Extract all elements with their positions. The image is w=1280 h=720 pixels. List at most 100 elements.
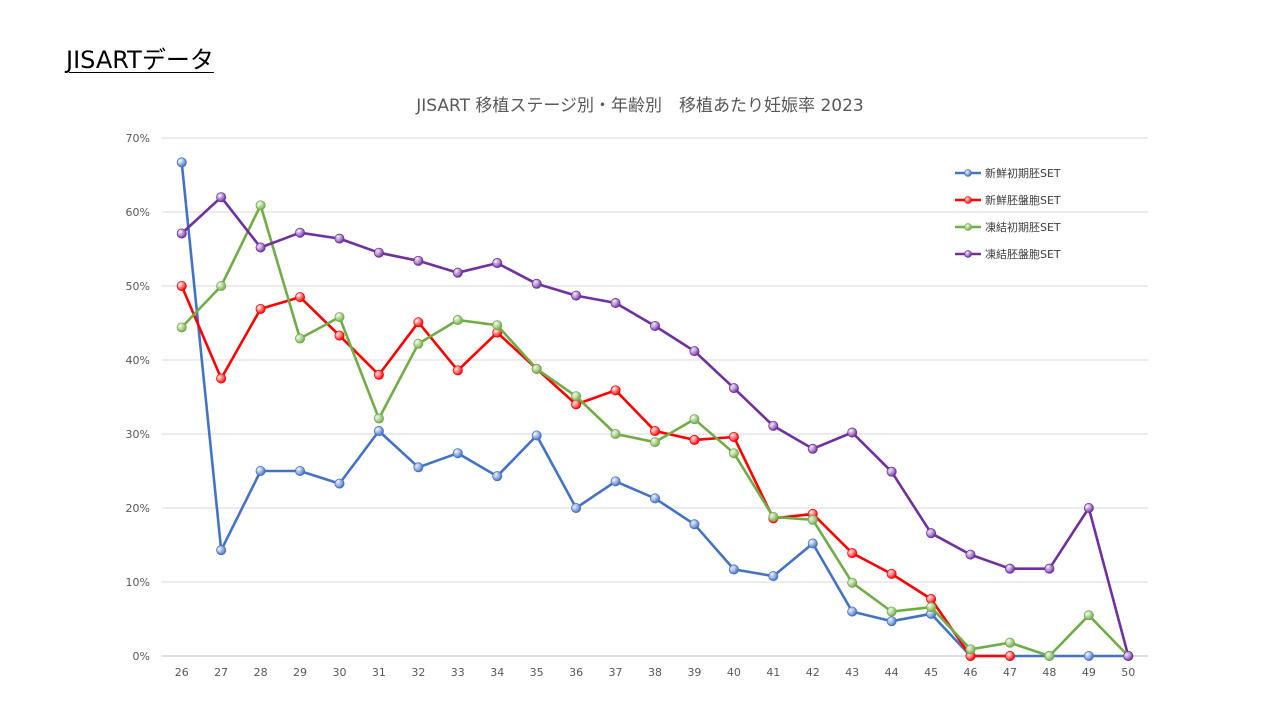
data-point	[689, 434, 700, 445]
data-point	[926, 602, 937, 613]
x-tick-label: 32	[411, 666, 425, 679]
x-axis-ticks: 26 27 28 29 30 31 32 33 34 35 36 37 38 39 40 41 42 43 44 45…	[175, 666, 1136, 679]
x-tick-label: 39	[687, 666, 701, 679]
x-tick-label: 48	[1042, 666, 1056, 679]
legend-swatch-marker	[964, 196, 972, 204]
data-point	[728, 431, 739, 442]
legend: 新鮮初期胚SET 新鮮胚盤胞SET 凍結初期胚SET 凍結胚盤胞SET	[955, 166, 1061, 261]
x-tick-label: 45	[924, 666, 938, 679]
data-point	[176, 280, 187, 291]
data-point	[689, 346, 700, 357]
x-tick-label: 47	[1003, 666, 1017, 679]
data-point	[334, 312, 345, 323]
legend-swatch-marker	[964, 250, 972, 258]
data-point	[886, 568, 897, 579]
data-point	[1004, 651, 1015, 662]
x-tick-label: 26	[175, 666, 189, 679]
data-point	[255, 465, 266, 476]
data-point	[255, 242, 266, 253]
y-tick-label: 20%	[126, 502, 150, 515]
data-point	[1083, 651, 1094, 662]
data-point	[531, 363, 542, 374]
data-point	[531, 430, 542, 441]
y-tick-label: 50%	[126, 280, 150, 293]
data-point	[610, 476, 621, 487]
data-point	[492, 320, 503, 331]
data-point	[650, 320, 661, 331]
data-point	[1004, 563, 1015, 574]
data-point	[1123, 651, 1134, 662]
data-point	[610, 428, 621, 439]
x-tick-label: 31	[372, 666, 386, 679]
data-point	[768, 420, 779, 431]
data-point	[295, 333, 306, 344]
data-point	[176, 322, 187, 333]
data-point	[373, 413, 384, 424]
data-point	[571, 391, 582, 402]
x-tick-label: 27	[214, 666, 228, 679]
data-point	[650, 426, 661, 437]
data-point	[295, 465, 306, 476]
data-point	[452, 315, 463, 326]
data-point	[216, 545, 227, 556]
data-point	[689, 519, 700, 530]
series-line	[180, 284, 1012, 658]
y-tick-label: 60%	[126, 206, 150, 219]
legend-item: 新鮮初期胚SET	[955, 166, 1061, 180]
data-point	[255, 200, 266, 211]
x-tick-label: 49	[1082, 666, 1096, 679]
data-point	[1044, 651, 1055, 662]
x-tick-label: 40	[727, 666, 741, 679]
x-tick-label: 42	[806, 666, 820, 679]
data-point	[373, 426, 384, 437]
chart-title: JISART 移植ステージ別・年齢別 移植あたり妊娠率 2023	[415, 96, 863, 116]
data-point	[728, 564, 739, 575]
x-tick-label: 37	[609, 666, 623, 679]
data-point	[452, 448, 463, 459]
data-point	[334, 233, 345, 244]
data-point	[334, 478, 345, 489]
x-tick-label: 29	[293, 666, 307, 679]
x-tick-label: 35	[530, 666, 544, 679]
series-3	[176, 200, 1134, 662]
y-tick-label: 10%	[126, 576, 150, 589]
x-tick-label: 50	[1121, 666, 1135, 679]
data-point	[926, 528, 937, 539]
x-tick-label: 41	[766, 666, 780, 679]
data-point	[216, 192, 227, 203]
data-point	[689, 414, 700, 425]
data-point	[650, 437, 661, 448]
data-point	[847, 427, 858, 438]
data-point	[295, 227, 306, 238]
x-tick-label: 46	[964, 666, 978, 679]
data-point	[492, 258, 503, 269]
data-point	[334, 330, 345, 341]
data-point	[728, 448, 739, 459]
y-tick-label: 30%	[126, 428, 150, 441]
x-tick-label: 44	[885, 666, 899, 679]
data-point	[413, 462, 424, 473]
y-tick-label: 70%	[126, 132, 150, 145]
x-tick-label: 43	[845, 666, 859, 679]
data-point	[413, 338, 424, 349]
gridlines	[162, 137, 1148, 657]
legend-item: 凍結初期胚SET	[955, 220, 1061, 234]
data-point	[571, 502, 582, 513]
data-point	[807, 443, 818, 454]
data-point	[847, 577, 858, 588]
data-point	[1044, 563, 1055, 574]
legend-item: 新鮮胚盤胞SET	[955, 193, 1061, 207]
data-point	[768, 511, 779, 522]
data-point	[571, 290, 582, 301]
legend-label: 新鮮胚盤胞SET	[985, 193, 1061, 207]
x-tick-label: 33	[451, 666, 465, 679]
series-lines	[176, 157, 1134, 662]
x-tick-label: 38	[648, 666, 662, 679]
data-point	[650, 493, 661, 504]
legend-label: 新鮮初期胚SET	[985, 166, 1061, 180]
data-point	[886, 616, 897, 627]
legend-item: 凍結胚盤胞SET	[955, 247, 1061, 261]
data-point	[413, 317, 424, 328]
series-4	[176, 192, 1134, 662]
